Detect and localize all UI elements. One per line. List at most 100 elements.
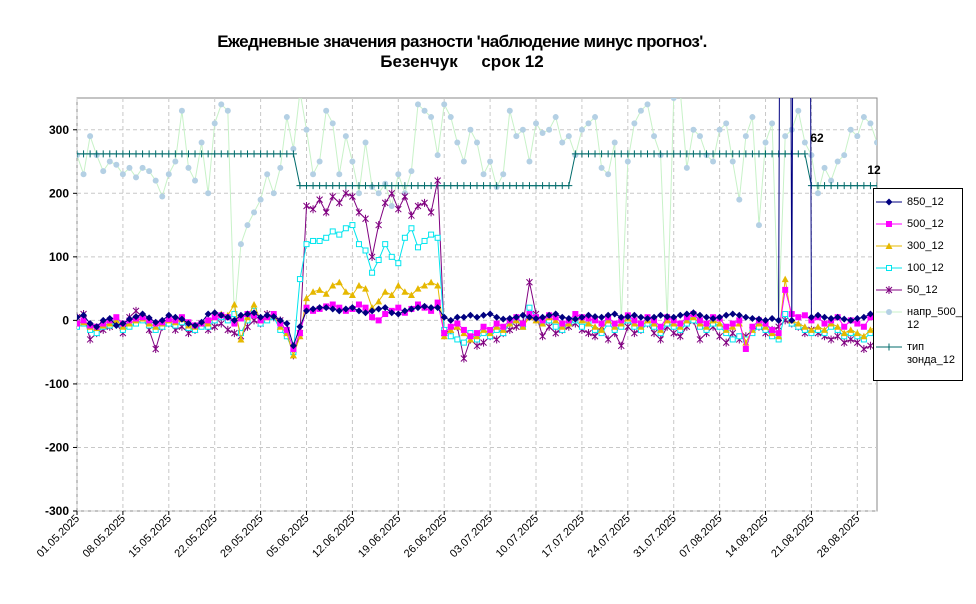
marker xyxy=(447,333,454,340)
marker xyxy=(630,150,638,158)
marker xyxy=(407,291,415,298)
y-tick-label: -300 xyxy=(45,504,69,518)
marker xyxy=(834,332,842,341)
marker xyxy=(552,323,559,330)
marker xyxy=(355,307,363,315)
marker xyxy=(506,107,513,114)
marker xyxy=(860,332,868,340)
marker xyxy=(742,150,750,158)
marker xyxy=(782,286,789,293)
marker xyxy=(677,320,684,327)
marker xyxy=(709,314,717,322)
marker xyxy=(336,231,343,238)
marker xyxy=(335,278,343,286)
marker xyxy=(375,182,383,190)
marker xyxy=(204,310,212,318)
marker xyxy=(152,150,160,158)
marker xyxy=(263,311,271,319)
marker xyxy=(434,152,441,159)
marker xyxy=(611,150,619,158)
marker xyxy=(500,171,507,178)
marker xyxy=(211,322,219,331)
marker xyxy=(394,205,402,214)
marker xyxy=(617,313,625,321)
legend-item: 50_12 xyxy=(874,284,962,297)
marker xyxy=(736,333,743,340)
marker xyxy=(834,313,842,321)
marker xyxy=(696,133,703,140)
marker xyxy=(755,222,762,229)
marker xyxy=(801,150,809,158)
marker xyxy=(716,126,723,133)
marker xyxy=(604,311,612,319)
marker xyxy=(657,335,664,344)
marker xyxy=(159,193,166,200)
marker xyxy=(310,171,317,178)
marker xyxy=(841,323,848,330)
marker xyxy=(735,150,743,158)
marker xyxy=(165,311,173,319)
marker xyxy=(86,320,94,328)
marker xyxy=(231,329,238,338)
marker xyxy=(303,182,311,190)
marker xyxy=(362,247,369,254)
marker xyxy=(624,313,632,321)
marker xyxy=(598,326,606,333)
marker xyxy=(742,313,750,321)
marker xyxy=(853,329,861,337)
marker xyxy=(867,120,874,127)
marker xyxy=(401,234,408,241)
marker xyxy=(749,323,756,330)
marker xyxy=(427,182,435,190)
x-tick-label: 01.05.2025 xyxy=(35,513,82,560)
marker xyxy=(460,313,468,321)
marker xyxy=(539,313,547,321)
marker xyxy=(755,150,763,158)
marker xyxy=(381,288,389,295)
marker xyxy=(847,326,855,333)
marker xyxy=(598,320,605,327)
marker xyxy=(77,320,80,327)
marker xyxy=(237,311,245,319)
marker xyxy=(434,176,442,185)
marker xyxy=(395,304,402,311)
marker xyxy=(689,150,697,158)
marker xyxy=(827,335,835,344)
marker xyxy=(768,314,776,322)
marker xyxy=(309,305,317,313)
marker xyxy=(834,323,842,330)
marker xyxy=(329,120,336,127)
marker xyxy=(322,182,330,190)
marker xyxy=(309,288,317,295)
marker xyxy=(349,192,356,201)
legend-swatch xyxy=(876,265,902,271)
marker xyxy=(230,316,238,324)
marker xyxy=(545,182,553,190)
marker xyxy=(650,313,658,321)
marker xyxy=(723,323,730,330)
marker xyxy=(546,126,553,133)
marker xyxy=(533,120,540,127)
marker xyxy=(401,307,409,315)
marker xyxy=(394,281,402,289)
marker xyxy=(152,177,159,184)
marker xyxy=(276,316,284,324)
marker xyxy=(329,305,337,313)
marker xyxy=(106,158,113,165)
marker xyxy=(782,133,789,140)
marker xyxy=(840,338,848,347)
marker xyxy=(663,313,671,321)
marker xyxy=(854,320,861,327)
marker xyxy=(775,150,783,158)
marker xyxy=(113,314,120,321)
marker xyxy=(218,101,225,108)
marker xyxy=(454,139,461,146)
marker xyxy=(624,150,632,158)
marker xyxy=(683,310,691,318)
marker xyxy=(585,329,592,338)
marker xyxy=(512,313,520,321)
marker xyxy=(860,114,867,121)
marker xyxy=(342,189,350,198)
marker xyxy=(866,326,874,333)
